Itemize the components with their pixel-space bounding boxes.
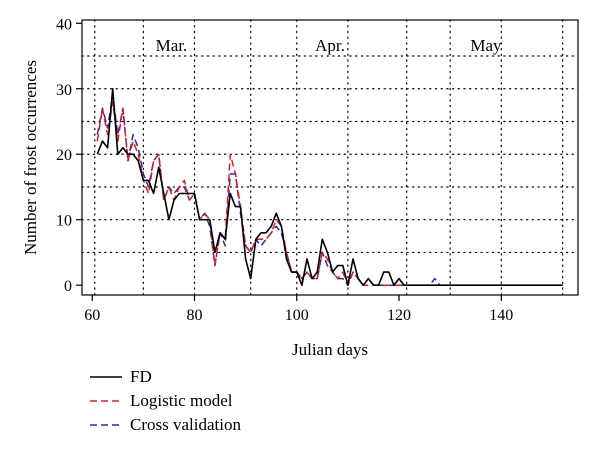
x-tick-label: 60 xyxy=(84,307,100,324)
series-line-logistic-model xyxy=(96,101,563,286)
x-tick-label: 80 xyxy=(186,307,202,324)
x-tick-label: 120 xyxy=(387,307,411,324)
month-label: Apr. xyxy=(315,36,345,55)
legend-label: Logistic model xyxy=(130,391,233,410)
y-tick-label: 30 xyxy=(56,82,72,99)
y-tick-label: 40 xyxy=(56,16,72,33)
month-label: May xyxy=(470,36,502,55)
y-axis-title: Number of frost occurrences xyxy=(21,60,40,255)
month-label: Mar. xyxy=(156,36,188,55)
x-tick-label: 140 xyxy=(489,307,513,324)
y-tick-label: 20 xyxy=(56,147,72,164)
plot-frame xyxy=(81,19,579,296)
y-tick-label: 0 xyxy=(64,278,72,295)
legend: FD Logistic model Cross validation xyxy=(90,367,241,434)
y-tick-label: 10 xyxy=(56,213,72,230)
axis-layer: 60 80 100 120 140 0 10 20 30 40 xyxy=(56,16,513,324)
legend-label: Cross validation xyxy=(130,415,241,434)
legend-label: FD xyxy=(130,367,152,386)
grid-layer xyxy=(81,19,579,296)
x-axis-title: Julian days xyxy=(292,340,368,359)
series-line-fd xyxy=(96,88,563,287)
series-layer xyxy=(96,88,563,287)
x-tick-label: 100 xyxy=(285,307,309,324)
month-labels: Mar. Apr. May xyxy=(156,36,502,55)
